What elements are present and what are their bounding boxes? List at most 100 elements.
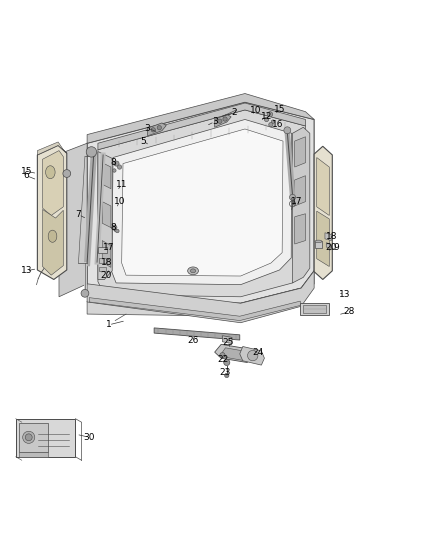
Polygon shape [102,201,111,228]
Polygon shape [240,346,265,365]
Circle shape [247,350,258,361]
Text: 18: 18 [101,257,112,266]
Polygon shape [148,123,166,136]
Circle shape [265,117,269,122]
Polygon shape [154,328,240,340]
Text: 2: 2 [231,109,237,117]
Polygon shape [112,119,292,285]
Text: 20: 20 [100,271,111,280]
Bar [99,266,106,271]
Circle shape [112,225,117,230]
Circle shape [116,229,119,233]
Text: 26: 26 [187,335,199,344]
Circle shape [157,126,162,130]
Text: 1: 1 [106,320,112,329]
Polygon shape [317,211,329,266]
Polygon shape [89,297,300,320]
Ellipse shape [191,269,196,273]
Text: 15: 15 [274,106,285,115]
Circle shape [63,169,71,177]
Polygon shape [295,214,305,244]
Ellipse shape [46,166,55,179]
Polygon shape [304,305,326,313]
Ellipse shape [48,230,57,243]
Circle shape [117,165,122,169]
Polygon shape [223,348,248,361]
Circle shape [269,123,273,127]
Polygon shape [317,158,329,215]
Polygon shape [300,303,329,315]
Circle shape [86,147,97,157]
Polygon shape [87,271,314,316]
Text: 8: 8 [110,158,116,167]
Polygon shape [215,344,254,362]
Circle shape [113,169,116,172]
Text: 28: 28 [343,308,354,317]
Polygon shape [19,423,48,451]
Text: 3: 3 [145,124,151,133]
Text: 13: 13 [21,266,32,276]
Polygon shape [326,243,331,248]
Polygon shape [98,152,112,279]
Text: 10: 10 [250,106,261,115]
Text: 23: 23 [220,368,231,377]
Polygon shape [102,163,111,189]
Circle shape [223,117,227,121]
Circle shape [23,431,35,443]
Polygon shape [59,143,87,297]
Polygon shape [295,176,305,206]
Circle shape [271,120,275,123]
Polygon shape [295,137,305,167]
Circle shape [25,434,32,441]
Circle shape [268,112,272,117]
Polygon shape [98,103,305,150]
Text: 5: 5 [141,136,146,146]
Polygon shape [87,102,314,303]
Polygon shape [314,146,332,279]
Polygon shape [215,114,231,127]
Polygon shape [42,151,64,215]
Ellipse shape [315,240,322,243]
Text: 17: 17 [291,197,303,206]
Text: 7: 7 [76,210,81,219]
Text: 16: 16 [272,120,283,129]
Text: 13: 13 [339,290,350,299]
Polygon shape [37,146,67,279]
Polygon shape [325,233,332,240]
Text: 24: 24 [252,349,264,358]
Text: 11: 11 [116,180,127,189]
Text: 8: 8 [110,223,116,232]
Text: 25: 25 [222,338,233,346]
Polygon shape [293,127,310,283]
Text: 18: 18 [326,232,337,241]
Polygon shape [315,241,322,248]
Circle shape [220,352,225,358]
Polygon shape [87,93,314,143]
Polygon shape [223,336,232,343]
Polygon shape [16,419,75,457]
Circle shape [224,359,230,366]
Circle shape [225,373,229,378]
Text: 30: 30 [84,433,95,442]
Polygon shape [98,247,107,253]
Polygon shape [87,271,314,322]
Text: 3: 3 [212,117,218,126]
Text: 6: 6 [24,171,29,180]
Circle shape [284,127,291,134]
Polygon shape [37,142,67,155]
Circle shape [218,119,222,123]
Circle shape [290,195,296,200]
Text: 10: 10 [114,197,125,206]
Polygon shape [99,258,106,263]
Circle shape [114,161,119,166]
Polygon shape [98,110,305,297]
Circle shape [81,289,89,297]
Circle shape [151,128,155,132]
Text: 9: 9 [333,243,339,252]
Text: 15: 15 [21,167,32,176]
Polygon shape [19,451,48,457]
Text: 17: 17 [103,243,114,252]
Polygon shape [122,129,283,276]
Polygon shape [42,209,64,275]
Text: 22: 22 [218,355,229,364]
